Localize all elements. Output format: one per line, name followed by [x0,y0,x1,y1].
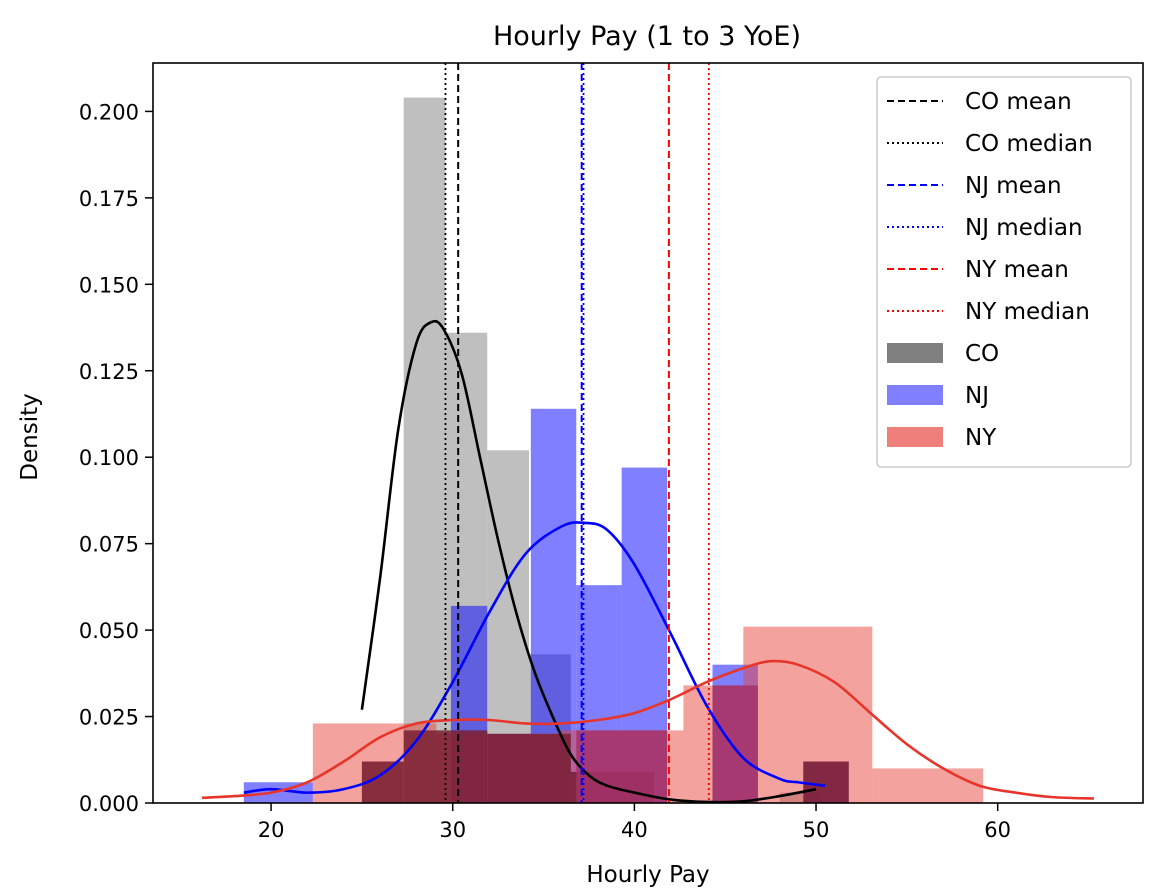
mean-median-lines [444,63,710,803]
x-axis-label: Hourly Pay [586,862,709,888]
overlap-bar-4 [529,733,571,803]
legend-label-ny: NY [965,425,997,451]
y-tick-label-4: 0.100 [79,446,139,470]
legend-label-nj-median: NJ median [965,215,1083,241]
x-axis: 20 30 40 50 60 [258,803,1011,842]
y-axis-label: Density [17,393,43,480]
bar-ny-5 [872,768,984,803]
overlap-bar-8 [712,685,758,803]
legend-label-ny-mean: NY mean [965,257,1069,283]
y-tick-label-3: 0.075 [79,533,139,557]
y-axis: 0.000 0.025 0.050 0.075 0.100 0.125 0.150 0.175… [79,100,153,816]
overlap-bar-7 [576,730,668,803]
legend-swatch-nj [887,385,943,405]
kde-line-co [360,319,817,803]
kde-curves [201,319,1094,803]
x-tick-label-1: 30 [439,818,466,842]
y-tick-label-6: 0.150 [79,273,139,297]
y-tick-label-7: 0.175 [79,187,139,211]
histogram-bars [243,97,984,803]
legend-label-co: CO [965,341,999,367]
x-tick-label-2: 40 [621,818,648,842]
y-tick-label-8: 0.200 [79,100,139,124]
bar-co-1 [403,97,446,803]
legend-swatch-ny [887,427,943,447]
x-tick-label-3: 50 [803,818,830,842]
x-tick-label-4: 60 [984,818,1011,842]
legend-label-nj: NJ [965,383,989,409]
legend-box [876,76,1132,468]
legend-swatch-co [887,343,943,363]
legend-label-ny-median: NY median [965,299,1090,325]
y-tick-label-5: 0.125 [79,360,139,384]
legend: CO mean CO median NJ mean NJ median NY mean N… [876,76,1132,468]
overlap-bar-1 [403,730,451,803]
plot-frame [152,62,1144,804]
chart-title: Hourly Pay (1 to 3 YoE) [493,21,801,52]
legend-label-co-median: CO median [965,131,1093,157]
y-tick-label-1: 0.025 [79,706,139,730]
kde-line-ny [201,659,1094,800]
x-tick-label-0: 20 [258,818,285,842]
y-tick-label-0: 0.000 [79,792,139,816]
kde-line-nj [243,521,826,794]
y-tick-label-2: 0.050 [79,619,139,643]
overlap-bar-9 [803,761,849,803]
overlap-bar-3 [487,733,530,803]
overlap-bar-2 [450,730,488,803]
legend-label-nj-mean: NJ mean [965,173,1062,199]
legend-label-co-mean: CO mean [965,89,1072,115]
